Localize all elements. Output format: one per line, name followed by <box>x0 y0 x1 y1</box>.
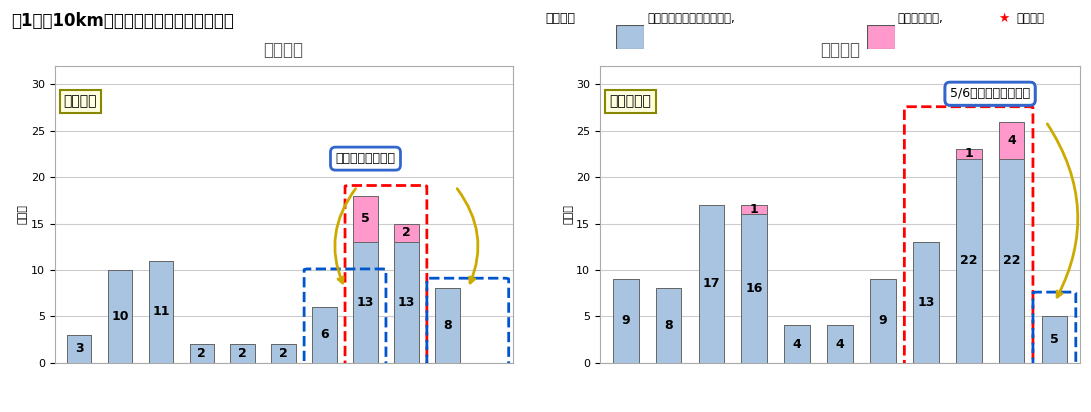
Bar <box>998 122 1024 159</box>
Text: 4: 4 <box>836 337 844 351</box>
Text: 2: 2 <box>197 347 206 360</box>
Bar <box>108 270 132 363</box>
Text: 5/6以降のご利用を！: 5/6以降のご利用を！ <box>950 87 1030 100</box>
Text: 17: 17 <box>703 277 720 290</box>
Text: 16: 16 <box>745 282 763 295</box>
Text: 8: 8 <box>664 319 673 332</box>
Bar <box>784 325 810 363</box>
Text: 1: 1 <box>964 147 973 161</box>
Text: 4: 4 <box>793 337 802 351</box>
Bar <box>913 242 938 363</box>
Title: 下り方面: 下り方面 <box>264 41 303 59</box>
Bar <box>230 344 255 363</box>
Bar <box>394 224 419 242</box>
Bar <box>742 205 767 214</box>
Text: 計７８回: 計７８回 <box>63 94 97 108</box>
Bar <box>956 159 982 363</box>
Bar <box>871 279 896 363</box>
Bar <box>394 242 419 363</box>
Text: 5: 5 <box>1050 333 1058 346</box>
Text: 8: 8 <box>443 319 452 332</box>
Bar <box>148 261 173 363</box>
Bar <box>956 150 982 159</box>
Text: 4: 4 <box>1007 133 1016 147</box>
Bar <box>656 288 682 363</box>
Text: 5: 5 <box>361 212 370 225</box>
Bar <box>67 335 92 363</box>
Text: ３０ｋｍ以上,: ３０ｋｍ以上, <box>898 12 944 26</box>
Text: 3: 3 <box>75 342 83 355</box>
Bar <box>998 159 1024 363</box>
Title: 上り方面: 上り方面 <box>820 41 860 59</box>
Text: ★: ★ <box>998 12 1009 26</box>
Text: 10: 10 <box>111 310 129 323</box>
Text: 13: 13 <box>357 296 374 309</box>
Text: 2: 2 <box>401 226 411 239</box>
Text: 9: 9 <box>622 314 631 328</box>
Text: 22: 22 <box>960 254 978 267</box>
Text: 2: 2 <box>279 347 288 360</box>
Text: 【凡例】: 【凡例】 <box>546 12 575 26</box>
Bar <box>613 279 638 363</box>
Y-axis label: （回）: （回） <box>563 204 574 224</box>
Bar <box>742 214 767 363</box>
Bar <box>272 344 296 363</box>
Text: 6: 6 <box>321 328 328 341</box>
Text: （1）　10km以上の渋滞予測（日別回数）: （1） 10km以上の渋滞予測（日別回数） <box>11 12 233 30</box>
Text: 5/6以降のご利用を！: 5/6以降のご利用を！ <box>950 87 1030 100</box>
Text: 22: 22 <box>1003 254 1020 267</box>
Bar <box>1042 316 1067 363</box>
Text: 13: 13 <box>918 296 935 309</box>
Text: 1: 1 <box>750 203 758 216</box>
Text: １０ｋｍ以上３０ｋｍ未満,: １０ｋｍ以上３０ｋｍ未満, <box>647 12 734 26</box>
Bar <box>190 344 214 363</box>
Bar <box>353 196 377 242</box>
Text: 2: 2 <box>238 347 248 360</box>
Text: 計１３５回: 計１３５回 <box>610 94 651 108</box>
Text: 11: 11 <box>152 305 170 318</box>
Text: 13: 13 <box>398 296 415 309</box>
Bar <box>698 205 724 363</box>
Text: ピーク日: ピーク日 <box>1017 12 1045 26</box>
Bar <box>353 242 377 363</box>
Bar <box>827 325 853 363</box>
Text: 前後のご利用を！: 前後のご利用を！ <box>336 152 395 165</box>
Bar <box>435 288 459 363</box>
Y-axis label: （回）: （回） <box>17 204 28 224</box>
Text: 9: 9 <box>878 314 887 328</box>
Bar <box>312 307 337 363</box>
